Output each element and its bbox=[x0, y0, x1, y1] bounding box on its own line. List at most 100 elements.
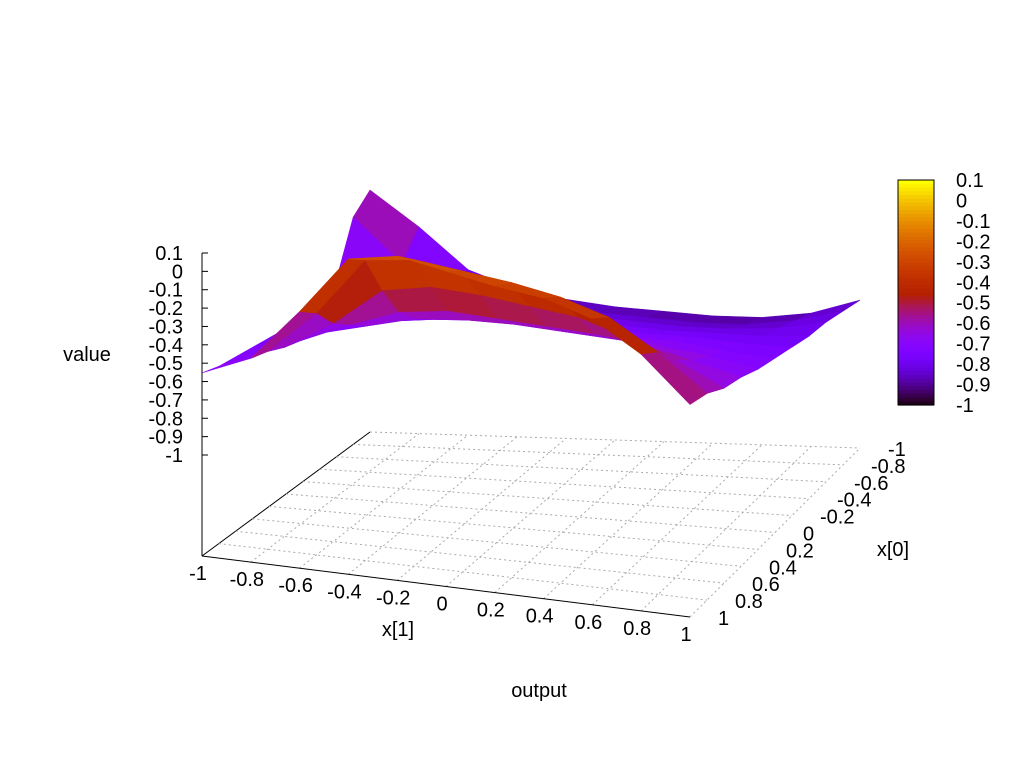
z-tick-label: -0.7 bbox=[149, 390, 183, 412]
colorbar-segment bbox=[898, 352, 934, 357]
colorbar-segment bbox=[898, 232, 934, 237]
y-tick-label: -0.4 bbox=[837, 490, 871, 512]
z-tick-label: -0.2 bbox=[149, 298, 183, 320]
colorbar-segment bbox=[898, 202, 934, 207]
colorbar-segment bbox=[898, 333, 934, 339]
grid-line-y bbox=[252, 518, 742, 567]
z-tick-label: -0.8 bbox=[149, 408, 183, 430]
colorbar-segment bbox=[898, 255, 934, 260]
x-tick-label: 0.2 bbox=[477, 600, 505, 622]
colorbar-tick-label: -0.5 bbox=[956, 293, 990, 315]
colorbar-segment bbox=[898, 191, 934, 196]
colorbar-segment bbox=[898, 228, 934, 234]
x-tick-label: 1 bbox=[680, 624, 691, 646]
colorbar-segment bbox=[898, 371, 934, 376]
colorbar-segment bbox=[898, 363, 934, 369]
grid-line-y bbox=[201, 555, 691, 618]
colorbar-segment bbox=[898, 221, 934, 226]
y-tick-label: 0.4 bbox=[769, 557, 797, 579]
colorbar-frame bbox=[897, 179, 935, 406]
z-tick-label: -0.9 bbox=[149, 427, 183, 449]
colorbar-tick-label: -0.3 bbox=[956, 252, 990, 274]
colorbar-segment bbox=[898, 187, 934, 192]
grid-line-y bbox=[302, 481, 793, 517]
y-tick-label: -0.6 bbox=[854, 473, 888, 495]
colorbar-segment bbox=[898, 330, 934, 335]
colorbar-segment bbox=[898, 236, 934, 241]
colorbar-segment bbox=[898, 195, 934, 200]
y-tick-label: 0.6 bbox=[752, 574, 780, 596]
x-axis-ticks: -1 -0.8 -0.6 -0.4 -0.2 0 0.2 0.4 0.6 0.8 1 bbox=[189, 563, 691, 646]
colorbar: 0.10-0.1-0.2-0.3-0.4-0.5-0.6-0.7-0.8-0.9… bbox=[897, 170, 990, 417]
colorbar-segment bbox=[898, 288, 934, 294]
z-tick-label: 0 bbox=[172, 261, 183, 283]
colorbar-segment bbox=[898, 360, 934, 365]
colorbar-tick-label: -0.9 bbox=[956, 375, 990, 397]
grid-line-y bbox=[353, 443, 844, 466]
x-tick-label: -1 bbox=[189, 563, 207, 585]
colorbar-segment bbox=[898, 303, 934, 309]
surface bbox=[201, 189, 861, 405]
grid-line-y bbox=[336, 456, 827, 483]
grid-line-x bbox=[592, 444, 763, 606]
z-axis-label: value bbox=[63, 344, 111, 366]
z-axis: 0.10-0.1-0.2-0.3-0.4-0.5-0.6-0.7-0.8-0.9… bbox=[149, 243, 208, 556]
y-axis-label: x[0] bbox=[877, 539, 909, 561]
y-tick-label: 0.8 bbox=[735, 591, 763, 613]
grid-line-y bbox=[269, 505, 759, 550]
y-axis-ticks: -1-0.8-0.6-0.4-0.2 00.20.40.60.8 1 bbox=[718, 439, 906, 630]
colorbar-segment bbox=[898, 210, 934, 215]
colorbar-segment bbox=[898, 386, 934, 391]
colorbar-segment bbox=[898, 315, 934, 320]
colorbar-segment bbox=[898, 292, 934, 297]
colorbar-segment bbox=[898, 183, 934, 189]
x-tick-label: 0.8 bbox=[623, 618, 651, 640]
colorbar-segment bbox=[898, 382, 934, 387]
colorbar-segment bbox=[898, 367, 934, 372]
z-tick-label: -0.4 bbox=[149, 335, 183, 357]
grid-line-x bbox=[494, 441, 665, 593]
colorbar-segment bbox=[898, 397, 934, 402]
grid-line-x bbox=[299, 434, 469, 569]
x-tick-label: -0.4 bbox=[327, 581, 361, 603]
colorbar-segment bbox=[898, 356, 934, 361]
colorbar-tick-label: -1 bbox=[956, 395, 974, 417]
y-tick-label: -0.2 bbox=[820, 507, 854, 529]
grid-line-x bbox=[348, 436, 518, 575]
y-tick-label: 0.2 bbox=[786, 540, 814, 562]
y-tick-label: -1 bbox=[888, 439, 906, 461]
x-tick-label: 0.6 bbox=[574, 612, 602, 634]
colorbar-segment bbox=[898, 273, 934, 279]
colorbar-tick-label: 0 bbox=[956, 190, 967, 212]
colorbar-segment bbox=[898, 213, 934, 219]
colorbar-segment bbox=[898, 378, 934, 384]
x-tick-label: -0.2 bbox=[376, 587, 410, 609]
grid-line-y bbox=[319, 468, 810, 500]
grid-line-y bbox=[218, 543, 708, 601]
x-tick-label: -0.8 bbox=[230, 569, 264, 591]
colorbar-tick-label: -0.4 bbox=[956, 272, 990, 294]
z-tick-label: -1 bbox=[165, 445, 183, 467]
colorbar-segment bbox=[898, 322, 934, 327]
colorbar-segment bbox=[898, 217, 934, 222]
colorbar-segment bbox=[898, 393, 934, 399]
surface-patch bbox=[640, 352, 708, 405]
grid-line-y bbox=[369, 431, 861, 449]
colorbar-segment bbox=[898, 258, 934, 264]
colorbar-segment bbox=[898, 300, 934, 305]
colorbar-segment bbox=[898, 277, 934, 282]
chart-title: output bbox=[511, 680, 567, 702]
colorbar-segment bbox=[898, 198, 934, 204]
colorbar-segment bbox=[898, 337, 934, 342]
colorbar-segment bbox=[898, 345, 934, 350]
colorbar-tick-label: 0.1 bbox=[956, 170, 984, 192]
colorbar-segment bbox=[898, 311, 934, 316]
x-tick-label: 0.4 bbox=[526, 606, 554, 628]
colorbar-segment bbox=[898, 281, 934, 286]
colorbar-segment bbox=[898, 285, 934, 290]
colorbar-segment bbox=[898, 326, 934, 331]
colorbar-tick-label: -0.1 bbox=[956, 211, 990, 233]
y-tick-label: -0.8 bbox=[871, 456, 905, 478]
z-tick-label: -0.6 bbox=[149, 372, 183, 394]
